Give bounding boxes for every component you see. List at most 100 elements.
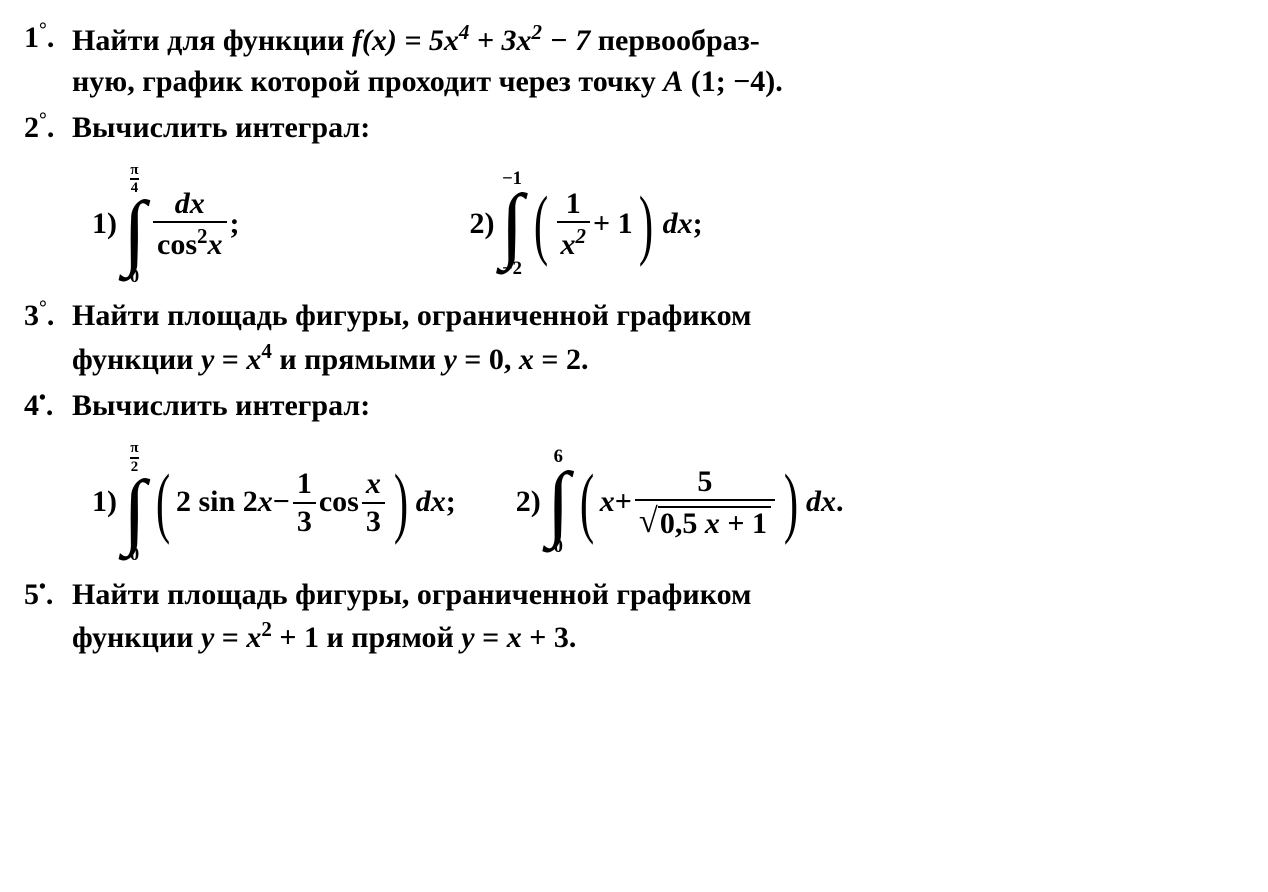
p1-text-a: Найти для функции — [72, 24, 352, 57]
degree-mark: ° — [39, 298, 47, 319]
cos: cos — [157, 228, 197, 261]
integral-icon: −1 ∫ −2 — [501, 170, 528, 279]
problem-5-body: Найти площадь фигуры, ограниченной графи… — [72, 575, 1238, 659]
frac-num: dx — [171, 188, 209, 220]
p5-line1: Найти площадь фигуры, ограниченной графи… — [72, 578, 751, 611]
problem-4: 4•. Вычислить интеграл: 1) π2 ∫ 0 — [24, 386, 1238, 568]
p4-i1-label: 1) — [92, 482, 117, 523]
num-text: 2 — [24, 111, 39, 144]
p4-i2-label: 2) — [516, 482, 541, 523]
problem-1-number: 1°. — [24, 18, 72, 59]
p2-i1-frac: dx cos2x — [153, 188, 227, 261]
lower: 0 — [130, 268, 139, 287]
problem-2-number: 2°. — [24, 108, 72, 149]
exp: 2 — [197, 224, 208, 248]
tail: ; — [446, 482, 456, 523]
p4-item-2: 2) 6 ∫ 0 ( x + 5 — [516, 448, 844, 557]
num-text: 4 — [24, 389, 39, 422]
p3-eq2: y = 0 — [443, 343, 503, 376]
p5-eq2: y = x + 3 — [461, 621, 569, 654]
p1-func: f(x) = 5x4 + 3x2 − 7 — [352, 24, 590, 57]
p5-line2b: и прямой — [326, 621, 461, 654]
fn: x — [362, 468, 385, 500]
bullet-mark: • — [39, 388, 46, 409]
p1-text-c: ную, график которой проходит через точку — [72, 65, 663, 98]
un: π — [130, 441, 138, 456]
fd: 3 — [293, 506, 316, 538]
p2-i1-tail: ; — [230, 204, 240, 245]
problem-3-body: Найти площадь фигуры, ограниченной графи… — [72, 296, 1238, 380]
fracx3: x3 — [362, 468, 385, 537]
x: x — [208, 228, 223, 261]
num-text: 1 — [24, 21, 39, 54]
p3-eq1: y = x4 — [201, 343, 272, 376]
paren-group: ( 1 x2 + 1 ) — [528, 188, 659, 261]
plus: + — [615, 482, 632, 523]
bullet-mark: • — [39, 577, 46, 598]
p5-eq1: y = x2 + 1 — [201, 621, 319, 654]
p2-items: 1) π4 ∫ 0 dx co — [92, 163, 1238, 287]
p3-eq3: x = 2 — [519, 343, 581, 376]
lower: 0 — [130, 546, 139, 565]
fn: 1 — [293, 468, 316, 500]
problem-5: 5•. Найти площадь фигуры, ограниченной г… — [24, 575, 1238, 659]
problem-1-body: Найти для функции f(x) = 5x4 + 3x2 − 7 п… — [72, 18, 1238, 102]
p1-point-coords: (1; −4) — [691, 65, 776, 98]
p1-period: . — [775, 65, 783, 98]
problem-3: 3°. Найти площадь фигуры, ограниченной г… — [24, 296, 1238, 380]
paren-group: ( x + 5 √0,5 x + 1 ) — [574, 466, 804, 540]
problem-4-number: 4•. — [24, 386, 72, 427]
lower: −2 — [502, 260, 522, 279]
cos: cos — [319, 482, 359, 523]
sqrt-icon: √0,5 x + 1 — [639, 503, 771, 539]
term1: 2 sin 2x — [176, 482, 273, 523]
fd: x2 — [557, 225, 591, 261]
p4-title: Вычислить интеграл: — [72, 386, 1238, 427]
num-text: 3 — [24, 299, 39, 332]
dx: dx — [806, 482, 836, 523]
x: x — [600, 482, 615, 523]
tail: ; — [693, 204, 703, 245]
p4-items: 1) π2 ∫ 0 ( 2 sin 2x − — [92, 441, 1238, 565]
plus: + 1 — [593, 204, 633, 245]
dx: dx — [663, 204, 693, 245]
frac-den: cos2x — [153, 225, 227, 261]
minus: − — [273, 482, 290, 523]
bigfrac: 5 √0,5 x + 1 — [635, 466, 775, 540]
dx: dx — [416, 482, 446, 523]
page-root: 1°. Найти для функции f(x) = 5x4 + 3x2 −… — [0, 0, 1268, 683]
degree-mark: ° — [39, 110, 47, 131]
problem-3-number: 3°. — [24, 296, 72, 337]
p2-i2-label: 2) — [470, 204, 495, 245]
fn: 1 — [562, 188, 585, 220]
paren-group: ( 2 sin 2x − 13 cos x3 ) — [150, 468, 414, 537]
problem-2: 2°. Вычислить интеграл: 1) π4 ∫ 0 — [24, 108, 1238, 290]
num-text: 5 — [24, 578, 39, 611]
p3-line2b: и прямыми — [279, 343, 443, 376]
p1-text-b: первообраз- — [598, 24, 760, 57]
p3-line1: Найти площадь фигуры, ограниченной графи… — [72, 299, 751, 332]
comma: , — [504, 343, 519, 376]
p3-line2a: функции — [72, 343, 201, 376]
upper-num: π — [130, 163, 138, 178]
p2-item-2: 2) −1 ∫ −2 ( 1 x2 — [470, 170, 703, 279]
problem-4-body: Вычислить интеграл: 1) π2 ∫ 0 — [72, 386, 1238, 568]
problem-1: 1°. Найти для функции f(x) = 5x4 + 3x2 −… — [24, 18, 1238, 102]
degree-mark: ° — [39, 20, 47, 41]
integral-icon: π4 ∫ 0 — [123, 163, 150, 287]
period: . — [569, 621, 577, 654]
fn: 5 — [693, 466, 716, 498]
inner-frac: 1 x2 — [557, 188, 591, 261]
problem-5-number: 5•. — [24, 575, 72, 616]
frac13: 13 — [293, 468, 316, 537]
p5-line2a: функции — [72, 621, 201, 654]
tail: . — [836, 482, 844, 523]
fd: 3 — [362, 506, 385, 538]
integral-icon: 6 ∫ 0 — [547, 448, 574, 557]
problem-2-body: Вычислить интеграл: 1) π4 ∫ 0 — [72, 108, 1238, 290]
integral-icon: π2 ∫ 0 — [123, 441, 150, 565]
period: . — [581, 343, 589, 376]
p4-item-1: 1) π2 ∫ 0 ( 2 sin 2x − — [92, 441, 456, 565]
p1-point-label: A — [663, 65, 683, 98]
lower: 0 — [554, 538, 563, 557]
